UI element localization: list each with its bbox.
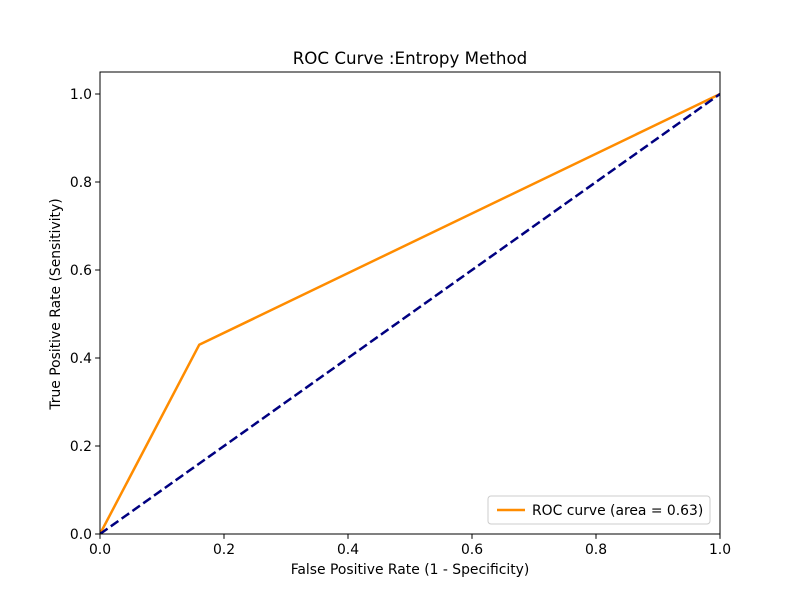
plot-area: 0.0 0.2 0.4 0.6 0.8 1.0 0.0 0.2 0.4 0.6 0.8 1.0 ROC … — [70, 71, 731, 558]
x-tick-label: 0.6 — [461, 542, 483, 558]
y-tick-label: 0.4 — [70, 351, 92, 367]
chart-title: ROC Curve :Entropy Method — [293, 48, 528, 68]
x-tick-label: 0.0 — [89, 542, 111, 558]
y-tick-label: 1.0 — [70, 87, 92, 103]
series-group — [100, 92, 720, 534]
y-tick-label: 0.6 — [70, 263, 92, 279]
axes-frame — [99, 71, 721, 535]
roc-curve-line — [100, 92, 720, 534]
legend-box — [487, 495, 711, 525]
y-tick-label: 0.2 — [70, 439, 92, 455]
x-tick-label: 1.0 — [709, 542, 731, 558]
legend: ROC curve (area = 0.63) — [487, 495, 711, 525]
y-axis-label: True Positive Rate (Sensitivity) — [48, 198, 64, 410]
x-tick-label: 0.4 — [337, 542, 359, 558]
diagonal-reference-line — [100, 92, 720, 534]
x-tick-label: 0.8 — [585, 542, 607, 558]
x-axis-label: False Positive Rate (1 - Specificity) — [291, 562, 530, 578]
legend-label: ROC curve (area = 0.63) — [532, 503, 703, 519]
y-tick-label: 0.0 — [70, 527, 92, 543]
x-tick-label: 0.2 — [213, 542, 235, 558]
y-tick-label: 0.8 — [70, 175, 92, 191]
